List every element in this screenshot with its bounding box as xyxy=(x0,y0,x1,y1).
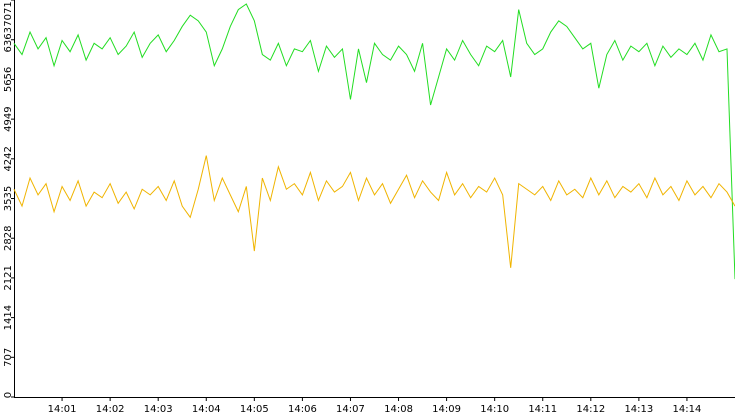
x-tick-label: 14:04 xyxy=(192,404,221,415)
y-tick-label: 6363 xyxy=(3,27,14,52)
x-tick-label: 14:06 xyxy=(288,404,317,415)
y-tick-label: 2828 xyxy=(3,225,14,250)
series-line xyxy=(13,155,735,268)
x-tick-label: 14:09 xyxy=(432,404,461,415)
x-tick-label: 14:14 xyxy=(673,404,702,415)
x-tick-label: 14:03 xyxy=(144,404,173,415)
y-tick-label: 4242 xyxy=(3,146,14,171)
y-tick-label: 0 xyxy=(3,392,14,398)
x-tick-label: 14:07 xyxy=(336,404,365,415)
x-tick-label: 14:12 xyxy=(576,404,605,415)
series-line xyxy=(13,3,735,280)
y-tick-label: 7071 xyxy=(3,1,14,26)
y-tick-label: 1414 xyxy=(3,305,14,330)
x-tick-label: 14:10 xyxy=(480,404,509,415)
y-tick-label: 3535 xyxy=(3,186,14,211)
x-tick-label: 14:11 xyxy=(528,404,557,415)
x-tick-label: 14:13 xyxy=(624,404,653,415)
x-tick-label: 14:08 xyxy=(384,404,413,415)
y-tick-label: 2121 xyxy=(3,265,14,290)
y-tick-label: 707 xyxy=(3,348,14,367)
x-tick-label: 14:02 xyxy=(96,404,125,415)
x-tick-label: 14:05 xyxy=(240,404,269,415)
y-tick-label: 5656 xyxy=(3,67,14,92)
y-tick-label: 4949 xyxy=(3,106,14,131)
x-tick-label: 14:01 xyxy=(48,404,77,415)
